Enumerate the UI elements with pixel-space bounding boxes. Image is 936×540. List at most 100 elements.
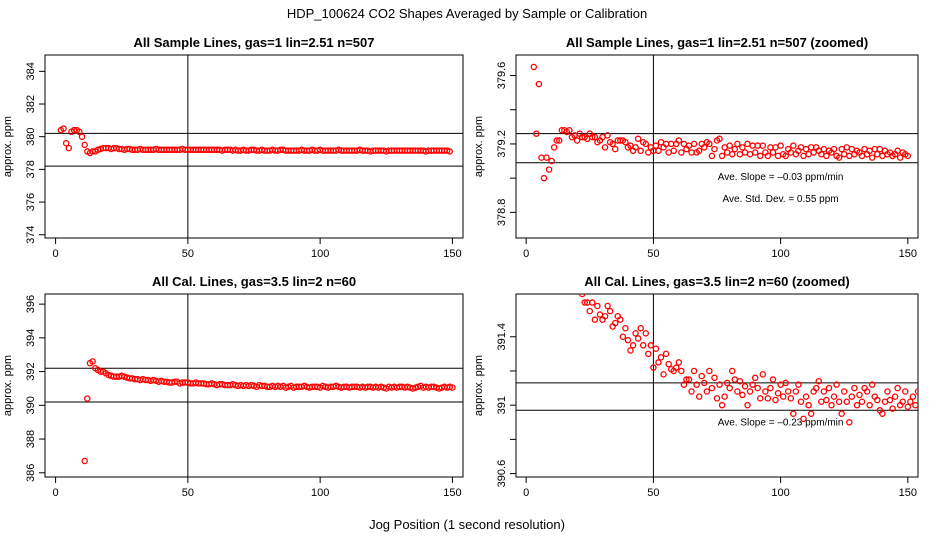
cal-lines-zoomed-data-point [642, 330, 650, 337]
sample-lines-data-point [81, 141, 88, 149]
cal-lines-xtick-label: 100 [311, 487, 329, 499]
cal-lines-zoomed-data-point [863, 388, 871, 395]
cal-lines-zoomed-data-point [685, 376, 693, 383]
cal-lines-zoomed-data-point [914, 388, 918, 395]
sample-lines-zoomed-data-point [871, 145, 878, 153]
sample-lines-zoomed-data-point [790, 142, 797, 149]
cal-lines-title: All Cal. Lines, gas=3.5 lin=2 n=60 [152, 274, 356, 289]
cal-lines-zoomed-data-point [749, 381, 756, 388]
sample-lines-zoomed-data-point [611, 145, 619, 153]
sample-lines-zoomed-data-point [876, 145, 884, 153]
cal-lines-zoomed-data-point [701, 379, 708, 387]
cal-lines-zoomed-title: All Cal. Lines, gas=3.5 lin=2 n=60 (zoom… [584, 274, 850, 289]
sample-lines-zoomed-data-point [680, 140, 688, 148]
cal-lines-zoomed-data-point [779, 393, 787, 400]
sample-lines-ytick-label: 374 [25, 226, 37, 244]
cal-lines-zoomed-data-point [853, 401, 861, 409]
cal-lines-zoomed-data-point [828, 401, 835, 409]
cal-lines-zoomed-data-point [746, 388, 754, 395]
sample-lines-panel: All Sample Lines, gas=1 lin=2.51 n=507 ap… [2, 35, 464, 260]
sample-lines-zoomed-data-point [769, 149, 777, 156]
sample-lines-zoomed-data-point [879, 152, 886, 160]
sample-lines-zoomed-data-point [632, 144, 639, 151]
sample-lines-zoomed-data-point [861, 145, 868, 153]
sample-lines-zoomed-data-point [538, 154, 545, 161]
cal-lines-zoomed-xtick-label: 50 [647, 487, 659, 499]
cal-lines-zoomed-data-point [578, 294, 586, 298]
sample-lines-zoomed-data-point [731, 145, 739, 153]
sample-lines-zoomed-data-point [540, 174, 548, 182]
sample-lines-zoomed-data-point [759, 142, 767, 149]
cal-lines-zoomed-data-point [629, 342, 637, 349]
sample-lines-zoomed-data-point [840, 150, 848, 158]
sample-lines-zoomed-data-point [550, 144, 558, 151]
cal-lines-ytick-label: 392 [25, 362, 37, 380]
sample-lines-zoomed-data-point [690, 140, 698, 148]
sample-lines-plot-frame [44, 54, 464, 239]
cal-lines-zoomed-data-point [838, 410, 845, 417]
sample-lines-zoomed-data-point [589, 133, 596, 141]
cal-lines-zoomed-data-point [835, 398, 843, 405]
sample-lines-zoomed-data-point [830, 145, 838, 153]
sample-lines-zoomed-data-point [805, 150, 812, 158]
sample-lines-ytick-label: 378 [25, 160, 37, 178]
sample-lines-xtick-label: 100 [311, 248, 329, 260]
cal-lines-zoomed-data-point [637, 324, 644, 332]
cal-lines-zoomed-data-point [886, 396, 894, 404]
sample-lines-zoomed-data-point [543, 154, 550, 161]
cal-lines-zoomed-data-point [790, 410, 797, 417]
cal-lines-zoomed-data-point [764, 395, 772, 402]
sample-lines-data-point [62, 139, 70, 147]
sample-lines-zoomed-data-point [695, 147, 703, 155]
cal-lines-zoomed-data-point [851, 384, 858, 392]
sample-lines-zoomed-data-point [665, 149, 672, 156]
cal-lines-zoomed-data-point [678, 367, 685, 375]
sample-lines-title: All Sample Lines, gas=1 lin=2.51 n=507 [134, 35, 375, 50]
sample-lines-zoomed-data-point [772, 144, 779, 151]
sample-lines-zoomed-data-point [556, 137, 563, 144]
cal-lines-zoomed-data-point [795, 381, 802, 388]
cal-lines-ytick-label: 386 [25, 464, 37, 482]
sample-lines-zoomed-points [530, 63, 912, 182]
sample-lines-ytick-label: 376 [25, 193, 37, 211]
cal-lines-data-point [449, 384, 456, 391]
sample-lines-zoomed-data-point [723, 149, 731, 156]
sample-lines-zoomed-data-point [810, 149, 817, 156]
figure-title: HDP_100624 CO2 Shapes Averaged by Sample… [287, 6, 647, 21]
cal-lines-zoomed-data-point [894, 384, 901, 392]
figure-xlabel: Jog Position (1 second resolution) [369, 517, 565, 532]
cal-lines-zoomed-data-point [891, 393, 899, 400]
sample-lines-zoomed-data-point [548, 157, 555, 165]
cal-lines-zoomed-data-point [774, 389, 782, 397]
cal-lines-zoomed-data-point [680, 381, 688, 388]
cal-lines-zoomed-data-point [718, 401, 726, 409]
cal-lines-zoomed-data-point [923, 403, 928, 408]
cal-lines-zoomed-data-point [879, 410, 886, 417]
cal-lines-zoomed-plot-frame [515, 293, 919, 478]
cal-lines-zoomed-data-point [611, 319, 619, 327]
cal-lines-zoomed-data-point [772, 396, 779, 404]
cal-lines-zoomed-data-point [665, 360, 672, 368]
cal-lines-zoomed-data-point [647, 342, 655, 349]
cal-lines-zoomed-data-point [734, 388, 741, 395]
cal-lines-zoomed-data-point [926, 394, 931, 399]
cal-lines-zoomed-data-point [815, 377, 823, 385]
sample-lines-zoomed-xtick-label: 100 [771, 248, 789, 260]
sample-lines-zoomed-data-point [874, 150, 881, 158]
cal-lines-zoomed-data-point [820, 388, 828, 395]
sample-lines-zoomed-xtick-label: 0 [523, 248, 529, 260]
sample-lines-zoomed-data-point [807, 144, 815, 151]
cal-lines-zoomed-data-point [818, 398, 825, 405]
cal-lines-zoomed-data-point [881, 398, 889, 405]
cal-lines-zoomed-data-point [784, 388, 792, 395]
cal-lines-zoomed-data-point [589, 299, 596, 306]
sample-lines-zoomed-data-point [721, 144, 728, 151]
sample-lines-zoomed-data-point [645, 149, 652, 156]
sample-lines-zoomed-data-point [535, 80, 543, 88]
cal-lines-zoomed-data-point [797, 398, 805, 405]
cal-lines-zoomed-data-point [904, 403, 912, 411]
cal-lines-zoomed-data-point [673, 364, 680, 371]
cal-lines-zoomed-data-point [690, 367, 698, 375]
sample-lines-zoomed-data-point [838, 145, 845, 153]
cal-lines-zoomed-data-point [627, 347, 634, 354]
